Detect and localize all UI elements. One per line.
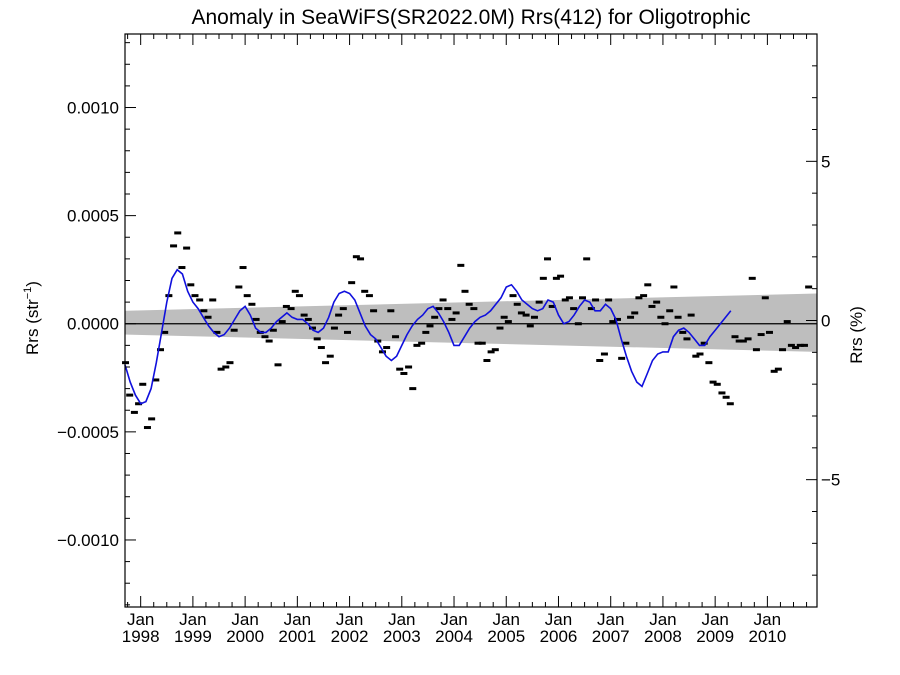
x-tick-month-label: Jan (388, 610, 415, 629)
x-tick-year-label: 1999 (174, 627, 212, 646)
x-tick-year-label: 2002 (331, 627, 369, 646)
x-tick-month-label: Jan (284, 610, 311, 629)
x-tick-month-label: Jan (701, 610, 728, 629)
plot-area: 0.00100.00050.0000−0.0005−0.001050−5Jan1… (57, 33, 840, 646)
left-axis-label: Rrs (str−1) (22, 281, 42, 355)
right-tick-label: 5 (821, 152, 830, 171)
x-tick-month-label: Jan (440, 610, 467, 629)
left-tick-label: 0.0005 (67, 207, 119, 226)
x-tick-year-label: 2007 (592, 627, 630, 646)
left-tick-label: 0.0010 (67, 99, 119, 118)
x-tick-year-label: 2010 (748, 627, 786, 646)
x-tick-year-label: 2004 (435, 627, 473, 646)
x-tick-month-label: Jan (754, 610, 781, 629)
x-tick-month-label: Jan (179, 610, 206, 629)
x-tick-month-label: Jan (597, 610, 624, 629)
x-tick-month-label: Jan (493, 610, 520, 629)
x-tick-year-label: 1998 (122, 627, 160, 646)
right-tick-label: 0 (821, 312, 830, 331)
left-axis-label-close: ) (23, 281, 42, 287)
trend-confidence-band (125, 293, 817, 352)
left-axis-label-base: Rrs (str (23, 299, 42, 355)
x-tick-month-label: Jan (649, 610, 676, 629)
left-axis-label-sup: −1 (22, 287, 34, 300)
left-tick-label: 0.0000 (67, 315, 119, 334)
left-tick-label: −0.0005 (57, 423, 119, 442)
x-tick-month-label: Jan (127, 610, 154, 629)
x-tick-month-label: Jan (545, 610, 572, 629)
left-tick-label: −0.0010 (57, 531, 119, 550)
x-tick-year-label: 2006 (540, 627, 578, 646)
x-tick-year-label: 2008 (644, 627, 682, 646)
x-tick-year-label: 2009 (696, 627, 734, 646)
x-tick-year-label: 2005 (487, 627, 525, 646)
right-tick-label: −5 (821, 471, 840, 490)
x-tick-year-label: 2003 (383, 627, 421, 646)
chart-title: Anomaly in SeaWiFS(SR2022.0M) Rrs(412) f… (191, 6, 750, 29)
x-tick-year-label: 2001 (278, 627, 316, 646)
x-tick-month-label: Jan (336, 610, 363, 629)
right-axis-label: Rrs (%) (847, 306, 866, 364)
x-tick-month-label: Jan (231, 610, 258, 629)
smoothed-anomaly-line (124, 268, 732, 405)
x-tick-year-label: 2000 (226, 627, 264, 646)
